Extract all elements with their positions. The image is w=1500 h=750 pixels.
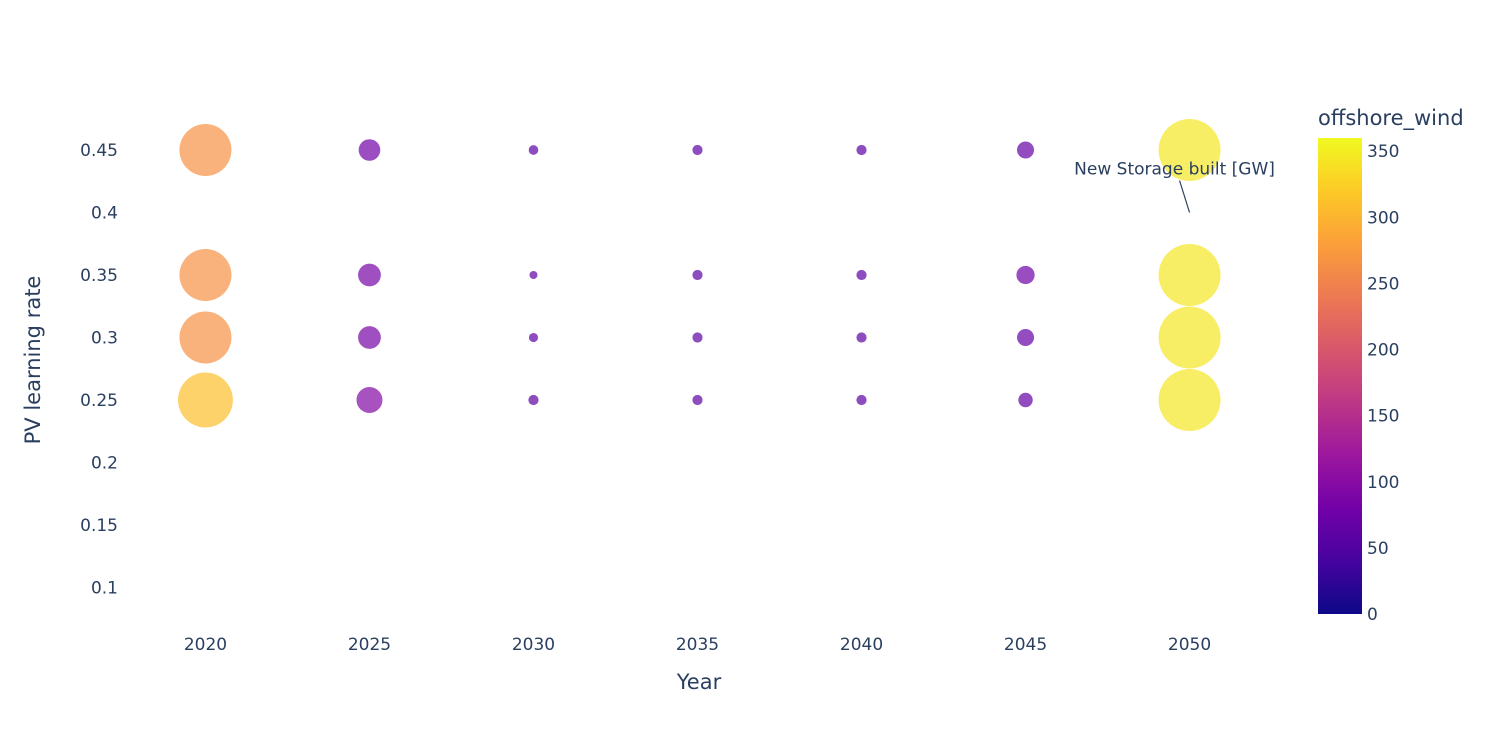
bubble-point[interactable] [1017, 328, 1035, 347]
y-tick-label: 0.2 [91, 454, 118, 474]
y-axis-ticks: 0.1 0.15 0.2 0.25 0.3 0.35 0.4 0.45 [80, 141, 118, 599]
y-tick-label: 0.4 [91, 204, 118, 224]
data-points [178, 119, 1221, 431]
bubble-point[interactable] [692, 269, 703, 281]
bubble-point[interactable] [1016, 265, 1035, 285]
y-tick-label: 0.35 [80, 266, 118, 286]
bubble-point[interactable] [692, 394, 703, 406]
x-tick-label: 2020 [184, 635, 227, 655]
bubble-point[interactable] [528, 145, 539, 155]
annotation: New Storage built [GW] [1074, 160, 1275, 213]
colorbar-tick-label: 200 [1367, 341, 1399, 361]
colorbar-tick-label: 300 [1367, 208, 1399, 228]
x-tick-label: 2050 [1168, 635, 1211, 655]
bubble-point[interactable] [1018, 392, 1033, 408]
bubble-point[interactable] [358, 326, 381, 349]
annotation-arrow [1178, 180, 1191, 213]
bubble-point[interactable] [179, 124, 232, 176]
colorbar-gradient [1318, 138, 1362, 614]
x-axis-ticks: 2020 2025 2030 2035 2040 2045 2050 [184, 635, 1211, 655]
bubble-point[interactable] [358, 139, 381, 161]
y-tick-label: 0.25 [80, 391, 118, 411]
colorbar-ticks: 0 50 100 150 200 250 300 350 [1367, 142, 1399, 625]
x-tick-label: 2030 [512, 635, 555, 655]
bubble-point[interactable] [358, 263, 381, 287]
y-axis-title: PV learning rate [21, 276, 45, 445]
bubble-point[interactable] [1158, 369, 1221, 431]
bubble-point[interactable] [178, 372, 233, 428]
x-tick-label: 2045 [1004, 635, 1047, 655]
colorbar-tick-label: 150 [1367, 407, 1399, 427]
y-tick-label: 0.45 [80, 141, 118, 161]
colorbar-title: offshore_wind [1318, 106, 1464, 131]
x-tick-label: 2040 [840, 635, 883, 655]
colorbar-tick-label: 250 [1367, 274, 1399, 294]
bubble-point[interactable] [1158, 244, 1221, 306]
annotation-text: New Storage built [GW] [1074, 160, 1275, 180]
x-tick-label: 2025 [348, 635, 391, 655]
x-tick-label: 2035 [676, 635, 719, 655]
y-tick-label: 0.3 [91, 329, 118, 349]
bubble-point[interactable] [692, 332, 703, 343]
bubble-point[interactable] [856, 332, 867, 343]
x-axis-title: Year [676, 670, 722, 694]
colorbar-tick-label: 350 [1367, 142, 1399, 162]
bubble-point[interactable] [692, 144, 703, 156]
bubble-point[interactable] [528, 332, 539, 343]
bubble-point[interactable] [179, 311, 232, 364]
bubble-point[interactable] [1158, 119, 1221, 181]
colorbar-tick-label: 0 [1367, 605, 1378, 625]
colorbar-tick-label: 100 [1367, 473, 1399, 493]
bubble-point[interactable] [179, 249, 232, 301]
y-tick-label: 0.1 [91, 579, 118, 599]
bubble-point[interactable] [856, 394, 867, 406]
bubble-point[interactable] [529, 271, 538, 279]
bubble-point[interactable] [856, 144, 867, 156]
y-tick-label: 0.15 [80, 516, 118, 536]
bubble-point[interactable] [528, 394, 539, 406]
colorbar-tick-label: 50 [1367, 539, 1389, 559]
bubble-point[interactable] [856, 269, 867, 281]
bubble-point[interactable] [1158, 306, 1221, 369]
bubble-point[interactable] [356, 387, 383, 413]
colorbar: offshore_wind 0 50 100 150 200 250 300 350 [1318, 106, 1464, 625]
bubble-point[interactable] [1017, 141, 1035, 159]
